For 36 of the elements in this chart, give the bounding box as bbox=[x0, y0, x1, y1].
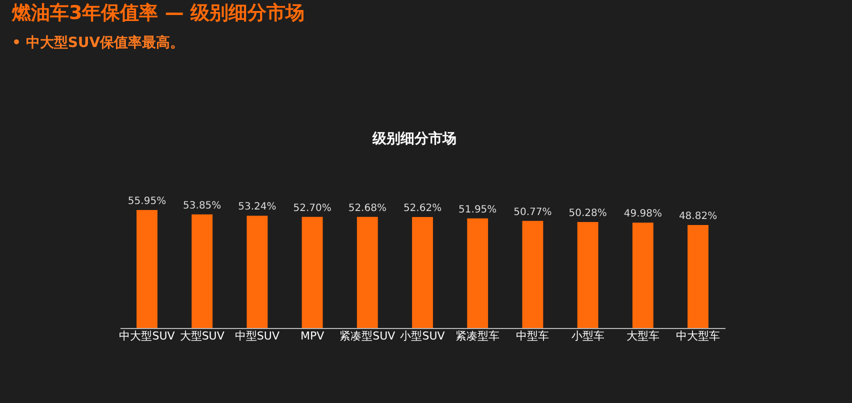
x-tick-label: 大型车 bbox=[626, 330, 660, 342]
bar bbox=[412, 217, 433, 328]
bar bbox=[356, 216, 378, 328]
bar bbox=[632, 222, 654, 328]
data-label: 50.77% bbox=[514, 206, 552, 218]
bar bbox=[302, 216, 323, 328]
x-tick-label: 小型车 bbox=[571, 330, 604, 342]
x-tick-label: 中大型车 bbox=[676, 330, 720, 342]
x-tick-label: 小型SUV bbox=[400, 330, 446, 342]
bar bbox=[522, 220, 544, 328]
data-label: 51.95% bbox=[458, 204, 497, 216]
chart-subtitle: • 中大型SUV保值率最高。 bbox=[12, 34, 184, 51]
data-label: 48.82% bbox=[678, 211, 718, 222]
data-label: 53.24% bbox=[238, 202, 276, 213]
data-label: 50.28% bbox=[568, 208, 607, 219]
text: 级别细分市场 bbox=[372, 130, 456, 147]
data-label: 49.98% bbox=[624, 208, 662, 220]
x-tick-label: 紧凑型SUV bbox=[340, 330, 396, 342]
data-label: 53.85% bbox=[183, 200, 222, 212]
bar bbox=[246, 216, 268, 328]
bar bbox=[688, 225, 708, 328]
data-label: 52.68% bbox=[348, 202, 386, 214]
x-tick-label: 紧凑型车 bbox=[456, 330, 500, 342]
x-tick-label: 中型SUV bbox=[234, 330, 280, 342]
x-tick-label: 大型SUV bbox=[180, 330, 225, 342]
bar bbox=[192, 214, 213, 328]
data-label: 55.95% bbox=[128, 196, 166, 207]
x-tick-label: 中大型SUV bbox=[119, 330, 176, 342]
chart-title: 燃油车3年保值率 — 级别细分市场 bbox=[11, 2, 304, 24]
x-tick-label: MPV bbox=[300, 330, 325, 342]
bar bbox=[577, 222, 598, 328]
bar bbox=[136, 210, 158, 328]
x-tick-label: 中型车 bbox=[516, 330, 550, 342]
data-label: 52.70% bbox=[293, 202, 332, 214]
data-label: 52.62% bbox=[403, 203, 442, 214]
bar bbox=[467, 218, 488, 328]
